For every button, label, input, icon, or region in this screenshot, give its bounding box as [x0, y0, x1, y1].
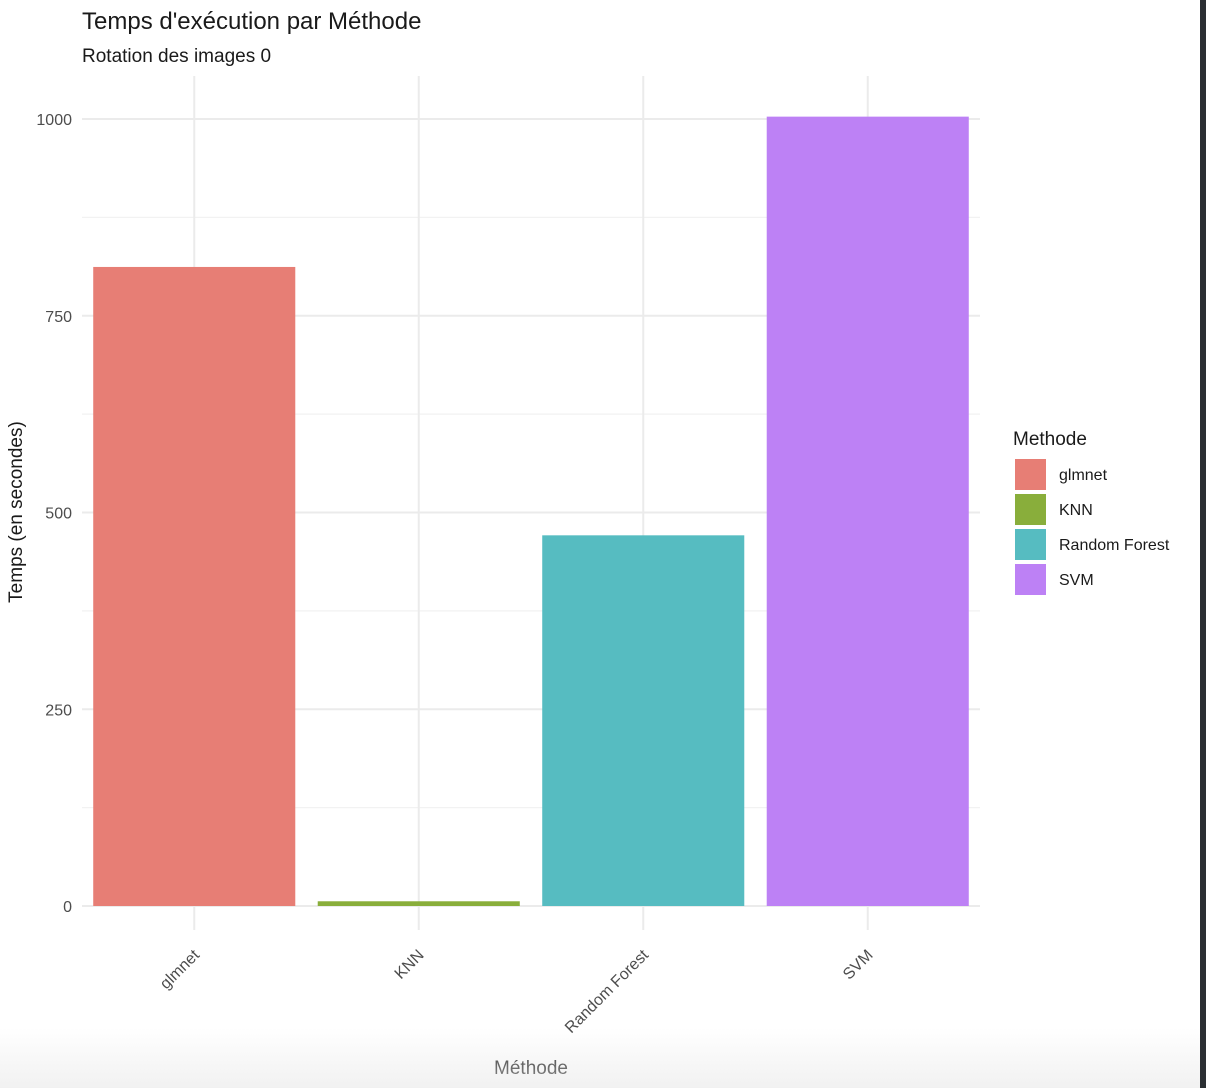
- legend-swatch: [1015, 494, 1046, 525]
- y-tick-label: 1000: [36, 112, 72, 129]
- x-tick-label: SVM: [840, 947, 877, 984]
- bar-knn: [317, 901, 520, 906]
- x-axis-ticks: glmnet KNN Random Forest SVM: [157, 946, 876, 1036]
- y-tick-label: 250: [45, 702, 72, 719]
- y-axis-ticks: 0 250 500 750 1000: [36, 112, 72, 916]
- x-tick-label: KNN: [392, 947, 428, 983]
- legend-swatch: [1015, 459, 1046, 490]
- chart-subtitle: Rotation des images 0: [82, 46, 271, 67]
- legend: Methode glmnet KNN Random Forest SVM: [1013, 429, 1170, 595]
- legend-title: Methode: [1013, 429, 1087, 450]
- window-edge: [1200, 0, 1206, 1088]
- legend-swatch: [1015, 564, 1046, 595]
- legend-label: KNN: [1059, 502, 1093, 519]
- bar-svm: [766, 116, 969, 907]
- x-axis-label: Méthode: [494, 1058, 568, 1079]
- legend-label: Random Forest: [1059, 537, 1170, 554]
- x-tick-label: glmnet: [157, 946, 203, 992]
- legend-label: SVM: [1059, 572, 1094, 589]
- bar-glmnet: [93, 266, 296, 906]
- y-tick-label: 0: [63, 899, 72, 916]
- chart-title: Temps d'exécution par Méthode: [82, 8, 421, 35]
- x-tick-label: Random Forest: [562, 946, 652, 1036]
- bars-group: [93, 116, 969, 907]
- legend-swatch: [1015, 529, 1046, 560]
- y-tick-label: 500: [45, 506, 72, 523]
- y-axis-label: Temps (en secondes): [6, 421, 27, 603]
- y-tick-label: 750: [45, 309, 72, 326]
- legend-items: glmnet KNN Random Forest SVM: [1015, 459, 1170, 595]
- legend-label: glmnet: [1059, 467, 1108, 484]
- bar-random-forest: [542, 535, 745, 906]
